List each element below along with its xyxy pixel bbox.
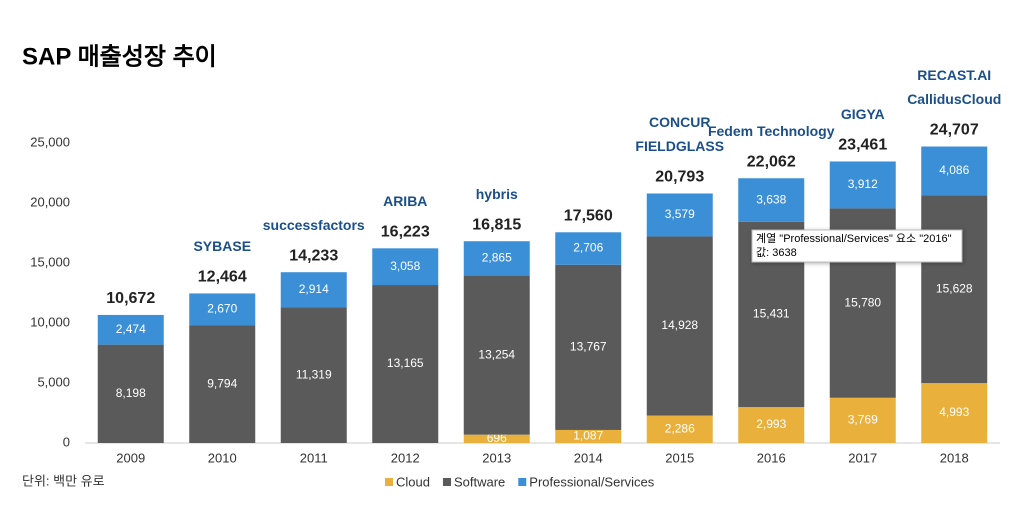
bar-segment (189, 325, 256, 443)
data-label: 14,928 (661, 318, 698, 332)
acquisition-logo: successfactors (263, 217, 365, 233)
data-label: 8,198 (116, 386, 146, 400)
tooltip-text: 계열 "Professional/Services" 요소 "2016" (756, 232, 952, 245)
data-label: 1,087 (573, 429, 603, 443)
acquisition-logo: CallidusCloud (907, 91, 1001, 107)
bar-segment (921, 146, 988, 196)
x-tick-label: 2012 (391, 450, 420, 465)
legend-label: Software (454, 474, 505, 489)
bar-segment (555, 429, 622, 443)
x-tick-label: 2011 (300, 450, 328, 465)
total-label: 23,461 (838, 137, 887, 154)
data-label: 3,638 (756, 192, 786, 206)
tooltip-text: 값: 3638 (756, 246, 797, 259)
bar-segment (921, 383, 988, 443)
x-tick-label: 2009 (116, 450, 145, 465)
data-label: 9,794 (207, 376, 237, 390)
bar-segment (372, 248, 439, 286)
bar-segment (738, 407, 805, 443)
data-label: 3,579 (665, 207, 695, 221)
legend-label: Professional/Services (529, 474, 654, 489)
data-label: 2,865 (482, 251, 512, 265)
bar-segment (646, 236, 713, 416)
x-tick-label: 2013 (482, 450, 511, 465)
y-tick-label: 5,000 (37, 374, 70, 389)
bar-segment (280, 307, 347, 443)
data-label: 2,993 (756, 417, 786, 431)
x-tick-label: 2014 (574, 450, 603, 465)
acquisition-logo: ARIBA (383, 193, 427, 209)
acquisition-logo: FIELDGLASS (635, 138, 724, 154)
acquisition-logo: hybris (476, 186, 518, 202)
acquisition-logo: GIGYA (841, 106, 885, 122)
data-label: 13,165 (387, 356, 424, 370)
y-tick-label: 20,000 (30, 194, 70, 209)
total-label: 22,062 (747, 153, 796, 170)
bar-segment (97, 314, 164, 345)
bar-segment (646, 193, 713, 237)
bar-segment (463, 241, 530, 276)
data-label: 13,767 (570, 340, 607, 354)
data-label: 4,993 (939, 405, 969, 419)
legend-swatch (518, 478, 527, 486)
total-label: 10,672 (106, 290, 155, 307)
bar-segment (921, 195, 988, 384)
bar-segment (372, 285, 439, 443)
total-label: 20,793 (655, 169, 704, 186)
data-label: 2,474 (116, 322, 146, 336)
bar-segment (97, 344, 164, 443)
bar-segment (829, 161, 896, 209)
data-label: 2,286 (665, 421, 695, 435)
y-tick-label: 10,000 (30, 314, 70, 329)
bar-segment (738, 178, 805, 222)
y-tick-label: 0 (63, 434, 70, 449)
bar-segment (280, 272, 347, 308)
bar-segment (829, 397, 896, 443)
x-tick-label: 2018 (940, 450, 969, 465)
bar-segment (463, 434, 530, 443)
data-label: 11,319 (296, 367, 332, 381)
x-tick-label: 2016 (757, 450, 786, 465)
x-tick-label: 2010 (208, 450, 237, 465)
acquisition-logo: SYBASE (193, 238, 251, 254)
y-tick-label: 25,000 (30, 134, 70, 149)
bar-segment (463, 275, 530, 435)
bar-segment (646, 415, 713, 443)
data-label: 3,769 (848, 413, 878, 427)
tooltip (751, 229, 963, 263)
total-label: 14,233 (289, 247, 338, 264)
total-label: 12,464 (198, 269, 247, 286)
acquisition-logo: CONCUR (649, 114, 710, 130)
x-tick-label: 2017 (848, 450, 877, 465)
data-label: 3,912 (848, 177, 878, 191)
bar-segment (189, 293, 256, 326)
total-label: 17,560 (564, 207, 613, 224)
acquisition-logo: Fedem Technology (708, 123, 835, 139)
bar-segment (555, 264, 622, 430)
y-tick-label: 15,000 (30, 254, 70, 269)
unit-note: 단위: 백만 유로 (22, 473, 105, 488)
data-label: 3,058 (390, 259, 420, 273)
total-label: 24,707 (930, 122, 979, 139)
legend-label: Cloud (396, 474, 430, 489)
bar-segment (555, 232, 622, 265)
x-tick-label: 2015 (665, 450, 694, 465)
acquisition-logo: RECAST.AI (917, 67, 991, 83)
data-label: 15,431 (753, 307, 790, 321)
data-label: 2,670 (207, 302, 237, 316)
data-label: 4,086 (939, 163, 969, 177)
total-label: 16,223 (381, 224, 430, 241)
total-label: 16,815 (472, 216, 521, 233)
data-label: 13,254 (478, 347, 515, 361)
data-label: 2,706 (573, 241, 603, 255)
data-label: 2,914 (299, 282, 329, 296)
legend-swatch (385, 478, 393, 486)
data-label: 15,780 (844, 295, 881, 309)
data-label: 15,628 (936, 281, 973, 295)
chart-title: SAP 매출성장 추이 (22, 43, 217, 70)
legend-swatch (442, 478, 451, 486)
